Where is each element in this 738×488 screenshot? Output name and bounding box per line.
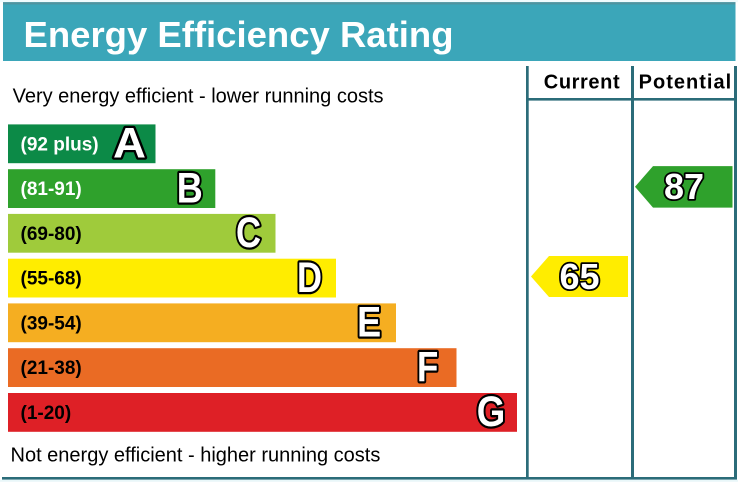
svg-text:F: F — [417, 343, 438, 391]
svg-text:65: 65 — [559, 256, 599, 297]
svg-text:A: A — [113, 120, 146, 168]
svg-text:D: D — [297, 254, 322, 302]
svg-text:(92 plus): (92 plus) — [21, 134, 99, 155]
svg-text:(69-80): (69-80) — [21, 224, 82, 245]
svg-text:C: C — [236, 209, 261, 257]
svg-text:Energy Efficiency Rating: Energy Efficiency Rating — [24, 14, 454, 55]
svg-text:B: B — [177, 164, 203, 212]
svg-text:Very energy efficient - lower: Very energy efficient - lower running co… — [13, 85, 384, 107]
svg-text:E: E — [357, 299, 381, 347]
svg-text:(81-91): (81-91) — [21, 179, 82, 200]
svg-text:(1-20): (1-20) — [21, 403, 72, 424]
svg-text:(21-38): (21-38) — [21, 358, 82, 379]
svg-text:(55-68): (55-68) — [21, 269, 82, 290]
svg-text:(39-54): (39-54) — [21, 313, 82, 334]
svg-text:Potential: Potential — [639, 72, 732, 94]
svg-text:G: G — [477, 388, 506, 436]
svg-text:Current: Current — [544, 72, 620, 94]
svg-text:87: 87 — [664, 166, 704, 207]
svg-text:Not energy efficient - higher: Not energy efficient - higher running co… — [11, 444, 381, 466]
